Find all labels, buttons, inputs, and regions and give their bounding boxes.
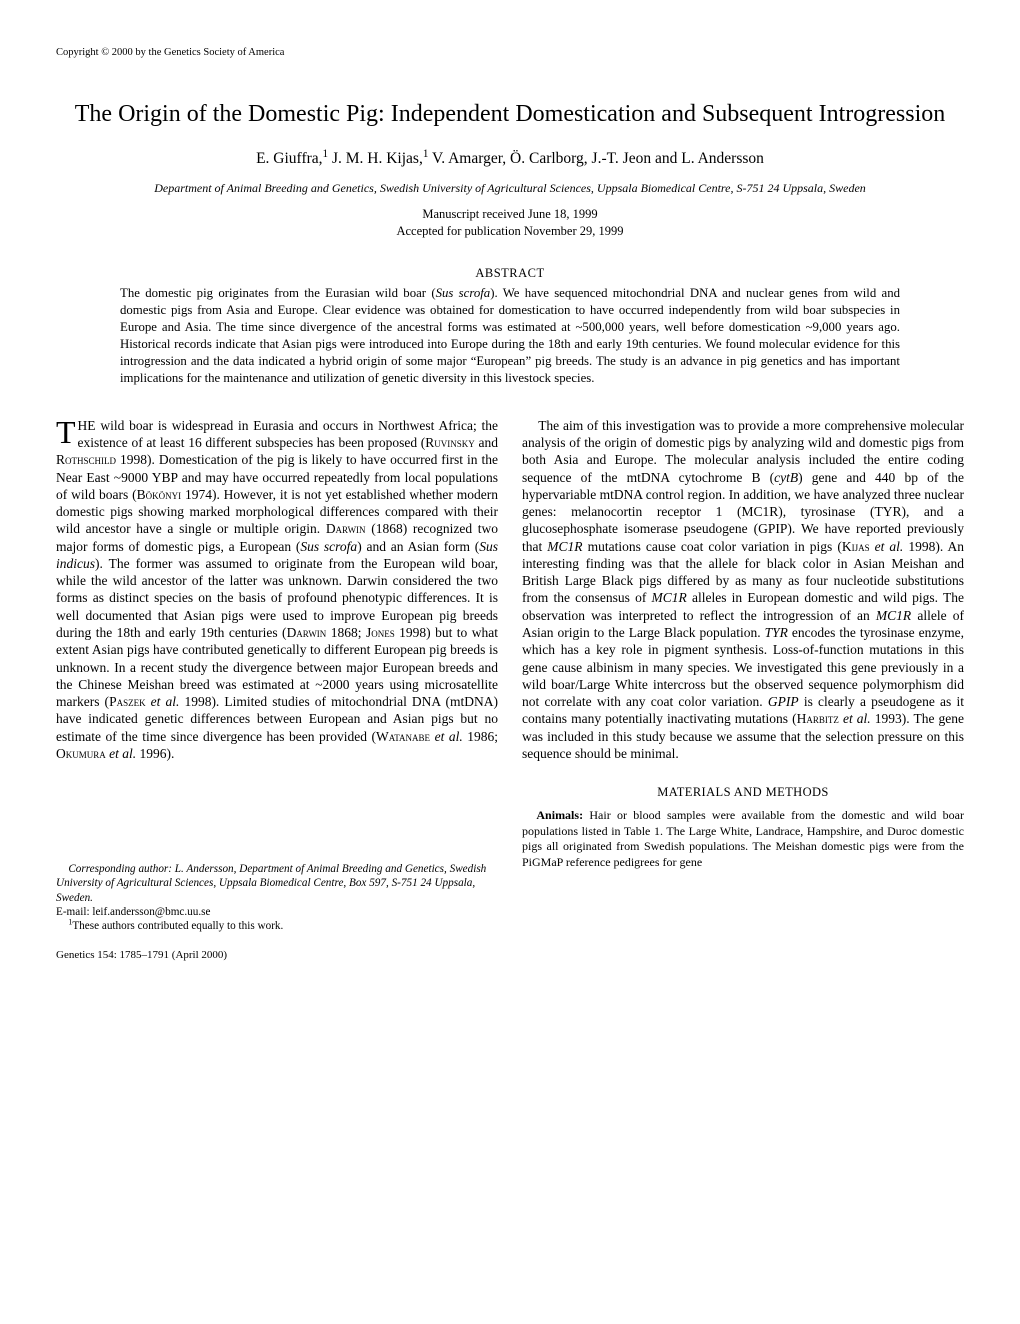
methods-body: Animals: Hair or blood samples were avai… [522,808,964,870]
footnotes-block: Corresponding author: L. Andersson, Depa… [56,862,498,934]
abstract-block: ABSTRACT The domestic pig originates fro… [120,266,900,387]
date-received: Manuscript received June 18, 1999 [422,207,597,221]
body-columns: THE wild boar is widespread in Eurasia a… [56,417,964,962]
page-footer-citation: Genetics 154: 1785–1791 (April 2000) [56,948,498,962]
corresponding-author-footnote: Corresponding author: L. Andersson, Depa… [56,862,498,905]
manuscript-dates: Manuscript received June 18, 1999 Accept… [56,206,964,240]
affiliation-line: Department of Animal Breeding and Geneti… [56,181,964,197]
methods-paragraph-animals: Animals: Hair or blood samples were avai… [522,808,964,870]
equal-contribution-footnote: 1These authors contributed equally to th… [56,919,498,933]
intro-paragraph-1: THE wild boar is widespread in Eurasia a… [56,417,498,762]
copyright-line: Copyright © 2000 by the Genetics Society… [56,46,964,59]
article-title: The Origin of the Domestic Pig: Independ… [56,99,964,129]
intro-paragraph-2: The aim of this investigation was to pro… [522,417,964,762]
authors-line: E. Giuffra,1 J. M. H. Kijas,1 V. Amarger… [56,149,964,168]
date-accepted: Accepted for publication November 29, 19… [396,224,623,238]
materials-methods-heading: MATERIALS AND METHODS [522,784,964,800]
corresponding-email: E-mail: leif.andersson@bmc.uu.se [56,905,498,919]
abstract-heading: ABSTRACT [120,266,900,282]
abstract-body: The domestic pig originates from the Eur… [120,285,900,386]
